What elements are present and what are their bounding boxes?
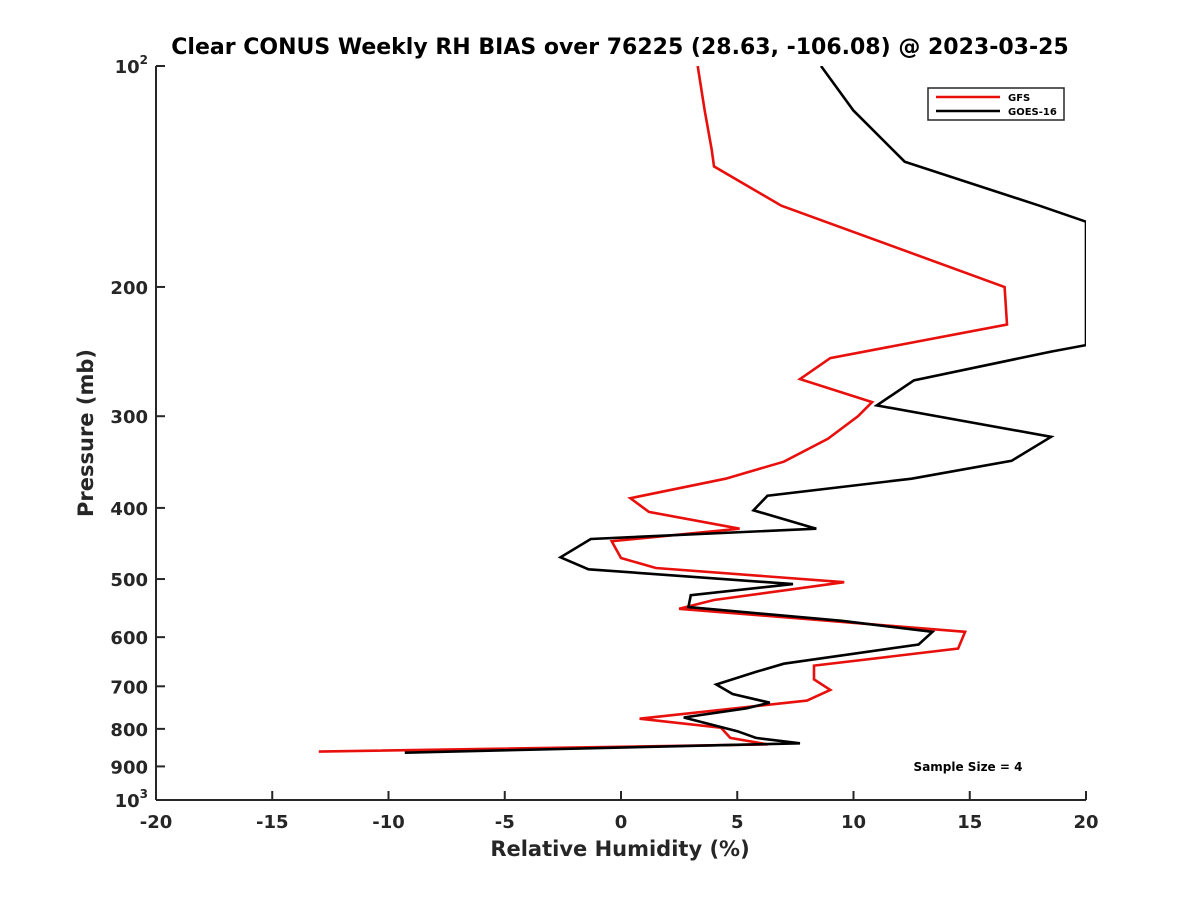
legend: GFS GOES-16 [927, 87, 1065, 121]
series-line-gfs [318, 66, 1009, 753]
y-tick-label: 200 [110, 278, 148, 299]
x-tick-label: 15 [957, 812, 982, 833]
legend-box [927, 87, 1065, 121]
y-tick-label: 700 [110, 677, 148, 698]
y-axis-label: Pressure (mb) [74, 349, 98, 517]
x-tick-label: -5 [495, 812, 515, 833]
y-tick-label: 900 [110, 757, 148, 778]
y-tick-label: 400 [110, 499, 148, 520]
series-line-goes-16 [404, 66, 1086, 754]
y-tick-label: 300 [110, 407, 148, 428]
legend-label-gfs: GFS [1008, 93, 1030, 104]
y-tick-label: 600 [110, 628, 148, 649]
x-tick-label: -20 [140, 812, 173, 833]
x-tick-label: 20 [1073, 812, 1098, 833]
x-tick-label: 10 [841, 812, 866, 833]
x-axis-label: Relative Humidity (%) [490, 837, 749, 861]
x-tick-label: -15 [256, 812, 289, 833]
plot-area [318, 66, 1086, 754]
x-tick-label: -10 [372, 812, 405, 833]
x-tick-label: 0 [615, 812, 628, 833]
x-tick-label: 5 [731, 812, 744, 833]
sample-size-annotation: Sample Size = 4 [914, 760, 1023, 774]
axes: -20 -15 -10 -5 0 5 10 15 20 102 200 300 400 500 600 700… [110, 53, 1098, 833]
y-tick-label: 102 [115, 53, 148, 78]
chart-title: Clear CONUS Weekly RH BIAS over 76225 (2… [171, 35, 1068, 60]
y-tick-label: 800 [110, 720, 148, 741]
y-tick-label: 500 [110, 570, 148, 591]
legend-label-goes-16: GOES-16 [1008, 107, 1057, 118]
y-tick-label: 103 [115, 787, 148, 812]
